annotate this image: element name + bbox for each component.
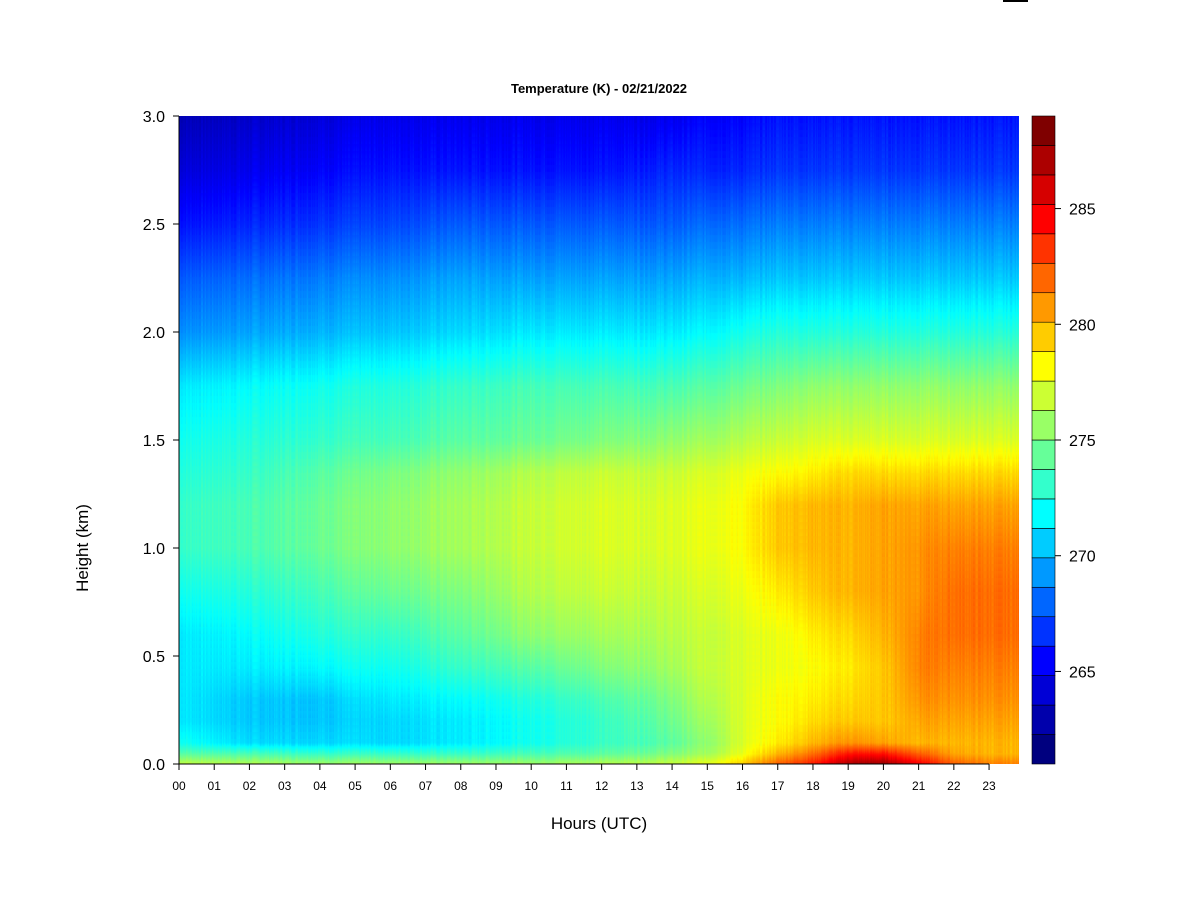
- colorbar-tick-label: 285: [1069, 202, 1096, 219]
- colorbar-tick-label: 270: [1069, 549, 1096, 566]
- colorbar-segment: [1031, 233, 1056, 264]
- colorbar-segment: [1031, 734, 1056, 765]
- colorbar-tick-label: 275: [1069, 433, 1096, 450]
- x-tick-label: 19: [842, 779, 856, 793]
- y-tick-label: 2.5: [143, 217, 165, 234]
- y-tick-label: 0.0: [143, 757, 165, 774]
- colorbar-segment: [1031, 528, 1056, 559]
- x-tick-label: 16: [736, 779, 750, 793]
- y-axis-title: Height (km): [73, 504, 92, 592]
- x-axis-title: Hours (UTC): [551, 814, 647, 833]
- x-tick-label: 01: [208, 779, 222, 793]
- x-tick-label: 15: [701, 779, 715, 793]
- x-tick-label: 13: [630, 779, 644, 793]
- x-tick-label: 21: [912, 779, 926, 793]
- heatmap-image: [179, 116, 1019, 764]
- colorbar-segment: [1031, 498, 1056, 529]
- y-tick-label: 0.5: [143, 649, 165, 666]
- x-tick-label: 04: [313, 779, 327, 793]
- x-tick-label: 00: [172, 779, 186, 793]
- colorbar-segment: [1031, 675, 1056, 706]
- colorbar-segment: [1031, 469, 1056, 500]
- x-axis: 00 01 02 03 04 05 06 07 08 09 10 11 12 13 14 15 16 17 18 19…: [172, 763, 996, 793]
- x-tick-label: 02: [243, 779, 257, 793]
- colorbar-segment: [1031, 380, 1056, 411]
- x-tick-label: 05: [348, 779, 362, 793]
- y-tick-label: 2.0: [143, 325, 165, 342]
- colorbar-segment: [1031, 145, 1056, 176]
- x-tick-label: 07: [419, 779, 433, 793]
- x-tick-label: 22: [947, 779, 961, 793]
- colorbar-segment: [1031, 645, 1056, 676]
- x-tick-label: 09: [489, 779, 503, 793]
- colorbar-segment: [1031, 174, 1056, 205]
- x-tick-label: 17: [771, 779, 785, 793]
- colorbar-segment: [1031, 262, 1056, 294]
- colorbar-segment: [1031, 292, 1056, 323]
- y-tick-label: 1.5: [143, 433, 165, 450]
- colorbar-segment: [1031, 557, 1056, 588]
- x-tick-label: 11: [560, 779, 573, 793]
- y-tick-label: 3.0: [143, 109, 165, 126]
- x-tick-label: 12: [595, 779, 609, 793]
- x-tick-label: 10: [525, 779, 539, 793]
- x-tick-label: 23: [982, 779, 996, 793]
- x-tick-label: 03: [278, 779, 292, 793]
- y-tick-label: 1.0: [143, 541, 165, 558]
- y-axis: 0.0 0.5 1.0 1.5 2.0 2.5 3.0: [143, 109, 180, 774]
- corner-mark: [1003, 0, 1028, 2]
- chart-title: Temperature (K) - 02/21/2022: [511, 81, 687, 96]
- x-tick-label: 08: [454, 779, 468, 793]
- x-tick-label: 18: [806, 779, 820, 793]
- colorbar-segment: [1031, 704, 1056, 735]
- colorbar-segment: [1031, 204, 1056, 235]
- colorbar-segment: [1031, 351, 1056, 382]
- x-tick-label: 06: [384, 779, 398, 793]
- colorbar-segment: [1031, 439, 1056, 470]
- x-tick-label: 20: [877, 779, 891, 793]
- x-tick-label: 14: [665, 779, 679, 793]
- colorbar-segment: [1031, 410, 1056, 441]
- colorbar-segment: [1031, 616, 1056, 647]
- colorbar-segment: [1031, 321, 1056, 352]
- colorbar-segment: [1031, 115, 1056, 146]
- colorbar-tick-label: 265: [1069, 664, 1096, 681]
- colorbar-segment: [1031, 586, 1056, 618]
- colorbar: 265 270 275 280 285: [1031, 115, 1096, 765]
- heatmap-plot-area: [179, 116, 1019, 764]
- colorbar-tick-label: 280: [1069, 317, 1096, 334]
